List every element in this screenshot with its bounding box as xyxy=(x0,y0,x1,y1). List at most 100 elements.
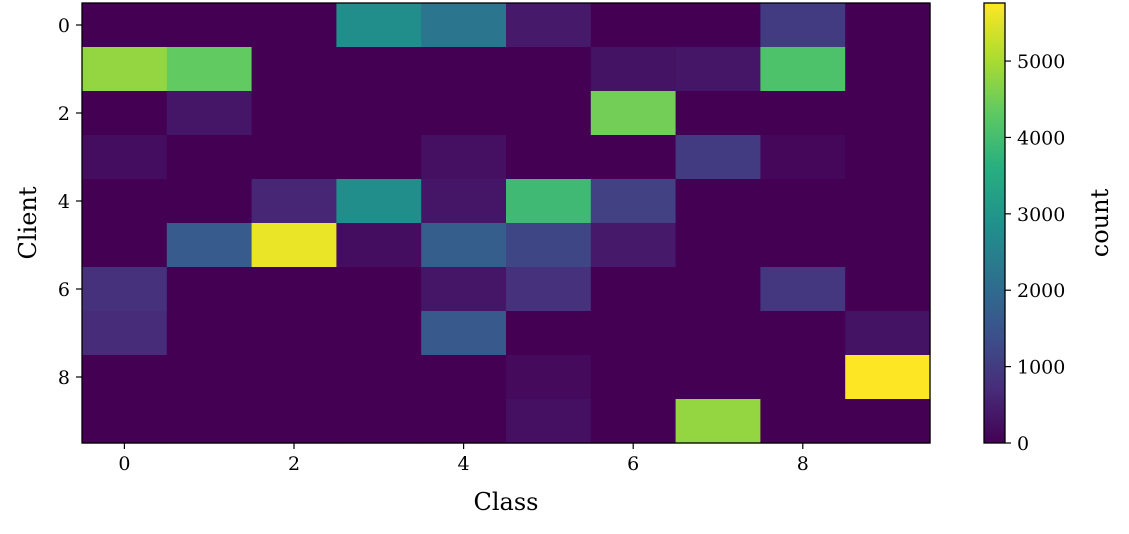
heatmap-cell xyxy=(251,135,337,180)
heatmap-cell xyxy=(82,267,168,312)
heatmap-cell xyxy=(251,91,337,136)
heatmap-cell xyxy=(506,223,592,268)
heatmap-cell xyxy=(675,355,761,400)
heatmap-cell xyxy=(845,47,931,92)
colorbar-tick-label: 5000 xyxy=(1017,51,1065,73)
heatmap-cell xyxy=(675,223,761,268)
heatmap-cell xyxy=(336,223,422,268)
heatmap-cell xyxy=(590,47,677,92)
heatmap-cell xyxy=(251,355,337,400)
colorbar-tick-label: 2000 xyxy=(1017,280,1065,302)
heatmap-cell xyxy=(421,135,507,180)
y-axis-ticks: 0 2 4 6 8 xyxy=(58,15,82,389)
heatmap-cell xyxy=(760,91,846,136)
heatmap-cell xyxy=(506,311,592,356)
y-tick-label: 8 xyxy=(58,367,70,389)
heatmap-cell xyxy=(506,91,592,136)
x-tick-label: 0 xyxy=(118,453,130,475)
x-tick-label: 8 xyxy=(797,453,809,475)
heatmap-cell xyxy=(506,47,592,92)
heatmap-cell xyxy=(336,135,422,180)
colorbar-tick-label: 1000 xyxy=(1017,357,1065,379)
heatmap-cell xyxy=(421,47,507,92)
colorbar-ticks: 0 1000 2000 3000 4000 5000 xyxy=(1005,51,1065,455)
heatmap-cell xyxy=(336,355,422,400)
heatmap-cell xyxy=(590,3,677,48)
y-tick-label: 0 xyxy=(58,15,70,37)
heatmap-cell xyxy=(82,223,168,268)
heatmap-cell xyxy=(506,179,592,224)
heatmap-cell xyxy=(421,3,507,48)
heatmap-cell xyxy=(845,267,931,312)
heatmap-cell xyxy=(845,399,931,444)
heatmap-cell xyxy=(251,267,337,312)
x-tick-label: 4 xyxy=(458,453,470,475)
heatmap-cell xyxy=(251,3,337,48)
heatmap-cell xyxy=(82,399,168,444)
heatmap-cell xyxy=(506,267,592,312)
heatmap-cell xyxy=(590,179,677,224)
heatmap-cell xyxy=(166,311,253,356)
heatmap-cell xyxy=(506,135,592,180)
heatmap-cell xyxy=(675,179,761,224)
heatmap-cell xyxy=(336,47,422,92)
heatmap-cell xyxy=(760,311,846,356)
heatmap-cell xyxy=(251,399,337,444)
heatmap-cell xyxy=(590,91,677,136)
heatmap-cell xyxy=(675,399,761,444)
heatmap-cell xyxy=(675,267,761,312)
heatmap-cell xyxy=(760,179,846,224)
plot-frame xyxy=(81,2,931,444)
heatmap-cell xyxy=(845,355,931,400)
heatmap-cell xyxy=(336,91,422,136)
heatmap-cell xyxy=(590,355,677,400)
y-axis-title: Client xyxy=(14,186,42,259)
heatmap-cell xyxy=(760,355,846,400)
heatmap-cell xyxy=(166,47,253,92)
heatmap-cell xyxy=(166,223,253,268)
heatmap-cell xyxy=(506,399,592,444)
heatmap-cell xyxy=(845,179,931,224)
heatmap-cell xyxy=(421,311,507,356)
heatmap-cell xyxy=(506,355,592,400)
colorbar-tick-label: 4000 xyxy=(1017,127,1065,149)
colorbar-tick-label: 0 xyxy=(1017,433,1029,455)
heatmap-cell xyxy=(251,223,337,268)
heatmap-cell xyxy=(760,267,846,312)
x-axis-ticks: 0 2 4 6 8 xyxy=(118,443,809,475)
heatmap-cell xyxy=(675,91,761,136)
heatmap-cell xyxy=(421,223,507,268)
heatmap-cell xyxy=(82,355,168,400)
heatmap-cell xyxy=(421,355,507,400)
heatmap-cell xyxy=(675,3,761,48)
heatmap-cell xyxy=(336,179,422,224)
y-tick-label: 4 xyxy=(58,191,70,213)
heatmap-cell xyxy=(421,91,507,136)
heatmap-cell xyxy=(760,3,846,48)
y-tick-label: 6 xyxy=(58,279,70,301)
heatmap-cell xyxy=(590,223,677,268)
heatmap-cell xyxy=(675,311,761,356)
x-tick-label: 6 xyxy=(627,453,639,475)
heatmap-cell xyxy=(82,179,168,224)
heatmap-cell xyxy=(251,47,337,92)
heatmap-cell xyxy=(845,223,931,268)
heatmap-cell xyxy=(590,267,677,312)
heatmap-cell xyxy=(166,355,253,400)
heatmap-cell xyxy=(760,47,846,92)
heatmap-cell xyxy=(166,135,253,180)
heatmap-cell xyxy=(82,91,168,136)
heatmap-cell xyxy=(675,47,761,92)
colorbar xyxy=(983,2,1006,444)
colorbar-title: count xyxy=(1086,188,1114,257)
heatmap-cell xyxy=(166,179,253,224)
heatmap-cell xyxy=(421,399,507,444)
heatmap-cell xyxy=(336,3,422,48)
heatmap-cell xyxy=(590,311,677,356)
heatmap-cell xyxy=(251,179,337,224)
heatmap-cell xyxy=(590,399,677,444)
heatmap-cell xyxy=(82,135,168,180)
heatmap-cell xyxy=(760,223,846,268)
heatmap-cell xyxy=(845,135,931,180)
